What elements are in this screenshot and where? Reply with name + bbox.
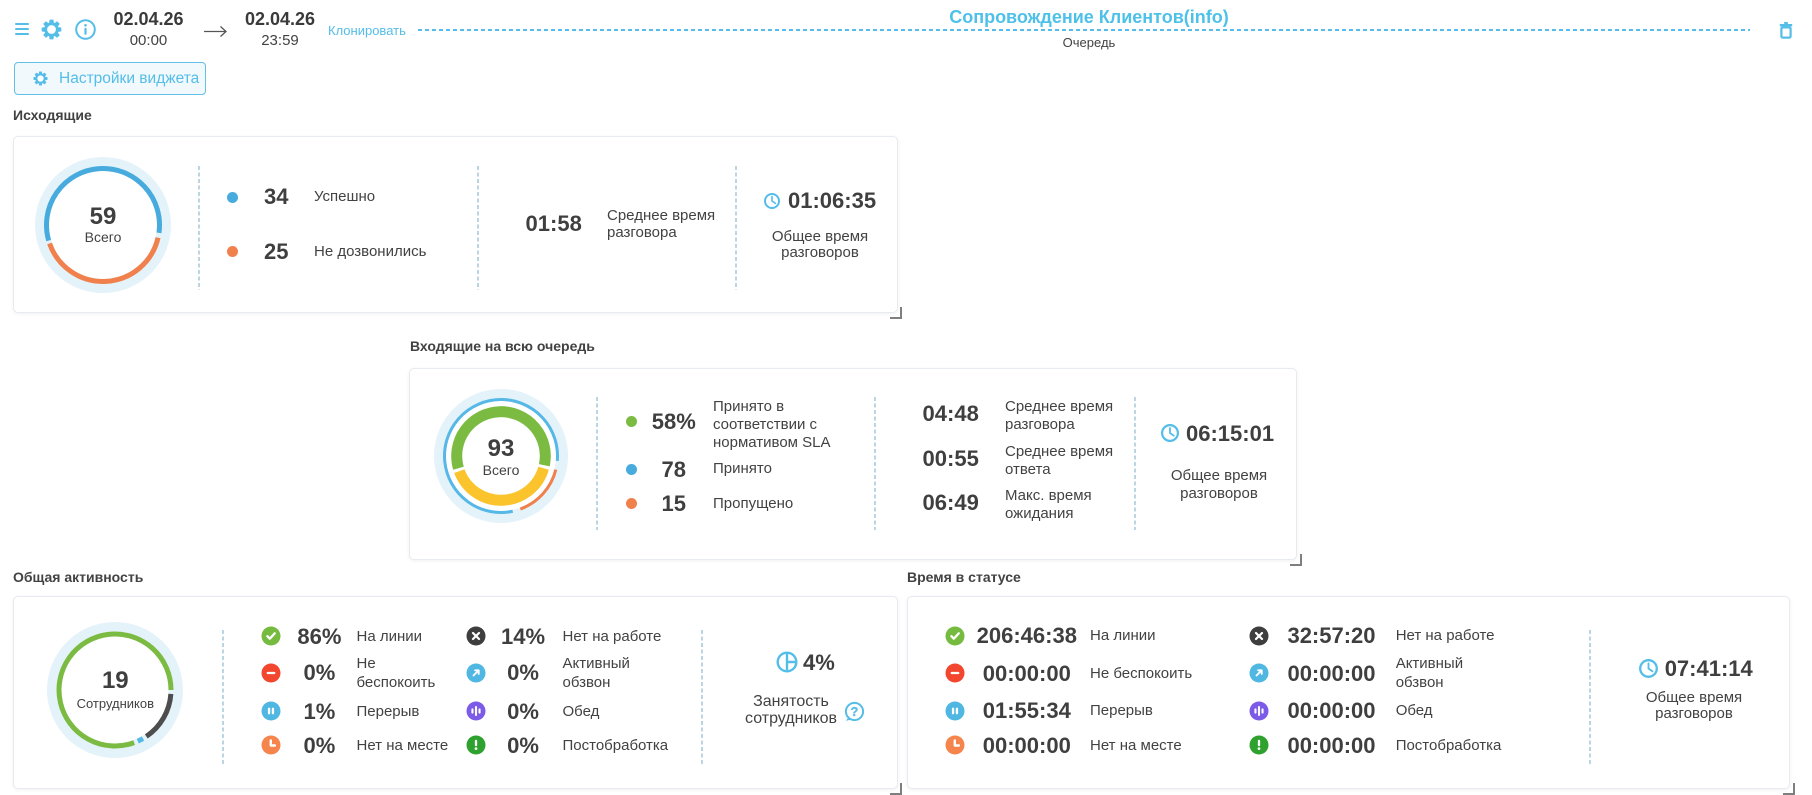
svg-text:?: ? xyxy=(851,705,859,719)
